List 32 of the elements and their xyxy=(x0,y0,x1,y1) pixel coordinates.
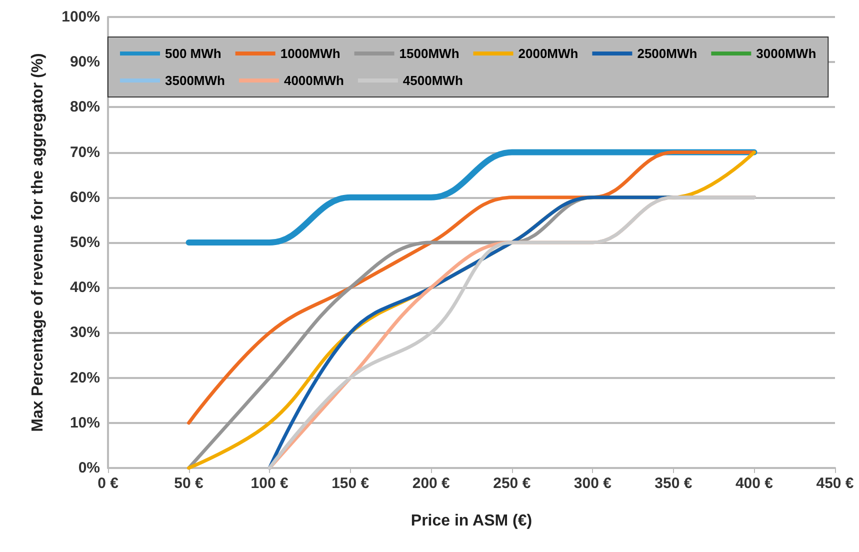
y-tick-label: 50% xyxy=(70,234,100,251)
x-tick-label: 250 € xyxy=(493,475,532,492)
y-tick-label: 20% xyxy=(70,369,100,386)
y-tick-label: 40% xyxy=(70,279,100,296)
y-axis-title: Max Percentage of revenue for the aggregator (%) xyxy=(30,53,46,432)
legend-label: 2000MWh xyxy=(518,46,578,61)
y-tick-label: 70% xyxy=(70,144,100,161)
legend-label: 3500MWh xyxy=(165,73,226,88)
y-tick-label: 90% xyxy=(70,54,100,71)
legend-label: 4000MWh xyxy=(284,73,344,88)
legend-label: 4500MWh xyxy=(402,73,463,88)
legend-label: 500 MWh xyxy=(165,46,222,61)
y-tick-label: 0% xyxy=(78,460,100,476)
x-tick-label: 300 € xyxy=(574,475,612,492)
y-tick-label: 30% xyxy=(70,324,100,342)
y-tick-label: 100% xyxy=(62,8,100,26)
y-tick-label: 80% xyxy=(70,98,100,116)
legend-label: 3000MWh xyxy=(756,46,816,61)
x-tick-label: 350 € xyxy=(654,475,693,492)
legend-label: 2500MWh xyxy=(637,46,698,61)
x-tick-label: 450 € xyxy=(816,475,854,492)
x-axis-title: Price in ASM (€) xyxy=(410,512,532,530)
x-tick-label: 150 € xyxy=(332,475,370,492)
x-tick-label: 100 € xyxy=(250,475,289,492)
y-tick-label: 60% xyxy=(70,188,100,206)
legend-label: 1500MWh xyxy=(399,46,460,61)
x-tick-label: 0 € xyxy=(98,475,120,492)
x-tick-label: 200 € xyxy=(412,475,451,492)
legend-label: 1000MWh xyxy=(280,46,340,61)
y-tick-label: 10% xyxy=(70,414,100,432)
x-tick-label: 400 € xyxy=(735,475,774,492)
x-tick-label: 50 € xyxy=(174,475,204,492)
